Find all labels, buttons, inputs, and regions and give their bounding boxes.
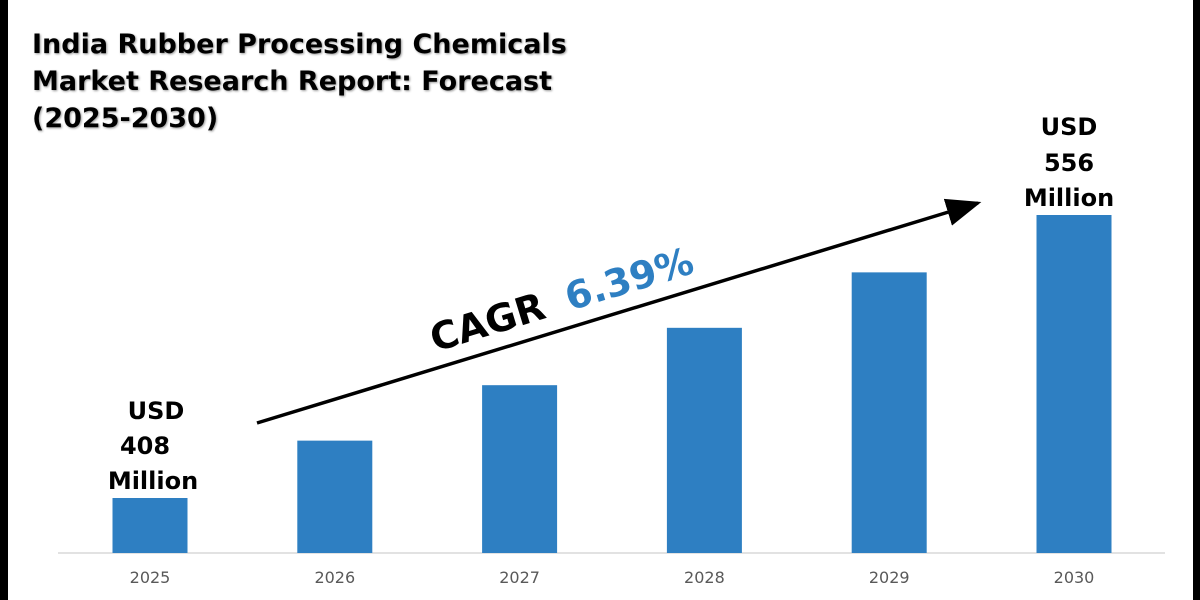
bar-2029 (851, 272, 927, 553)
cagr-label: CAGR (425, 284, 550, 361)
bar-2028 (666, 327, 742, 553)
bar-2026 (297, 440, 373, 553)
bar-2027 (482, 385, 558, 553)
start-label-line1: USD (128, 397, 185, 425)
x-tick-label: 2026 (314, 568, 355, 587)
bar-2030 (1036, 215, 1112, 553)
end-value-label: USD 556 Million (1024, 113, 1114, 212)
growth-arrow (256, 198, 982, 425)
x-tick-label: 2027 (499, 568, 540, 587)
end-label-line2: 556 (1044, 149, 1094, 177)
start-label-line3: Million (108, 467, 198, 495)
left-border (0, 0, 8, 600)
x-tick-label: 2028 (684, 568, 725, 587)
start-value-label: USD 408 Million (108, 397, 198, 495)
x-tick-label: 2029 (869, 568, 910, 587)
start-label-line2: 408 (120, 432, 170, 460)
bar-2025 (112, 498, 188, 553)
x-tick-label: 2030 (1054, 568, 1095, 587)
cagr-value: 6.39% (560, 239, 699, 320)
end-label-line3: Million (1024, 184, 1114, 212)
end-label-line1: USD (1041, 113, 1098, 141)
x-tick-label: 2025 (130, 568, 171, 587)
chart-title: India Rubber Processing Chemicals Market… (32, 29, 567, 134)
right-border (1193, 0, 1200, 600)
